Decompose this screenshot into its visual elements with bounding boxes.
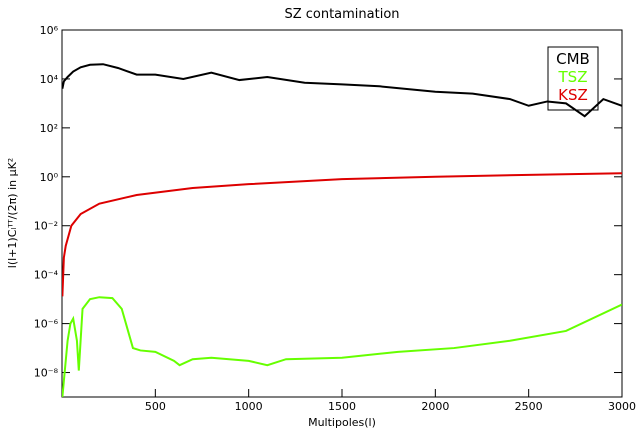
series-line — [62, 296, 622, 397]
y-tick-label: 10⁴ — [40, 73, 59, 86]
series-line — [62, 172, 622, 297]
x-tick-label: 2500 — [515, 400, 543, 413]
legend-label: CMB — [556, 50, 590, 68]
chart-title: SZ contamination — [284, 7, 399, 22]
y-axis-label: l(l+1)Cₗᵀᵀ/(2π) in μK² — [6, 158, 19, 268]
y-tick-label: 10⁻² — [34, 220, 58, 233]
legend-label: TSZ — [558, 68, 588, 86]
x-tick-label: 1500 — [328, 400, 356, 413]
y-tick-label: 10² — [40, 122, 58, 135]
x-tick-label: 1000 — [235, 400, 263, 413]
x-tick-label: 2000 — [421, 400, 449, 413]
x-axis-label: Multipoles(l) — [308, 416, 376, 429]
x-tick-label: 500 — [145, 400, 166, 413]
y-tick-label: 10⁻⁶ — [34, 318, 59, 331]
y-tick-label: 10⁰ — [40, 171, 59, 184]
y-tick-label: 10⁶ — [40, 24, 59, 37]
legend-label: KSZ — [558, 86, 588, 104]
series-line — [62, 63, 622, 118]
y-tick-label: 10⁻⁸ — [34, 367, 59, 380]
legend-box — [547, 46, 599, 111]
y-tick-label: 10⁻⁴ — [34, 269, 59, 282]
x-tick-label: 3000 — [608, 400, 636, 413]
